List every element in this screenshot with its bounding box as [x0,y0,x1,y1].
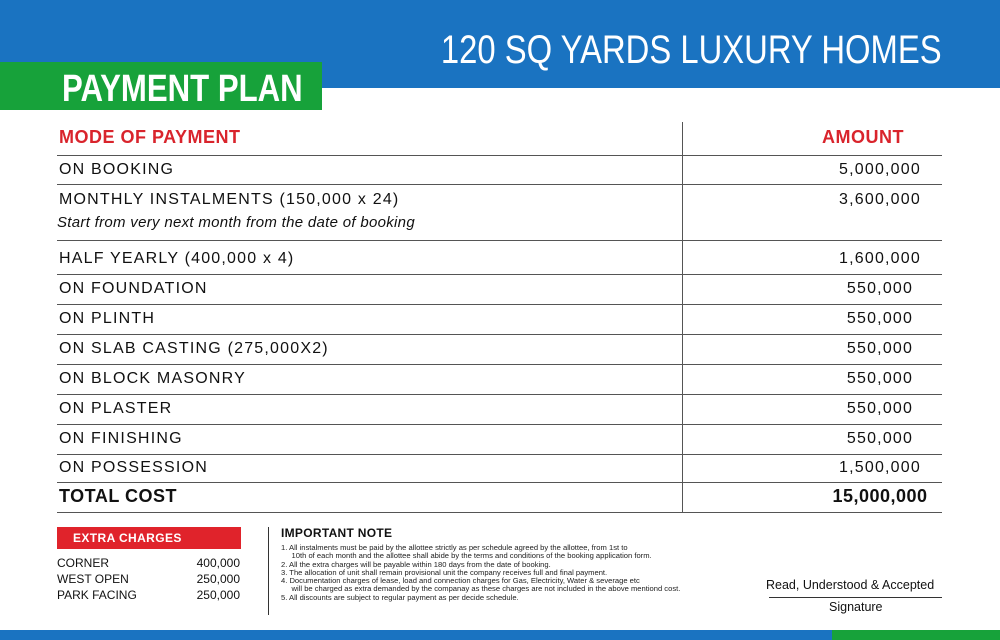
notes-divider [268,527,269,615]
subtitle: PAYMENT PLAN [62,68,303,110]
column-divider [682,122,683,512]
row-amount: 550,000 [846,430,914,447]
table-row: ON PLASTER 550,000 [57,394,942,425]
column-header-mode: MODE OF PAYMENT [59,127,241,147]
column-header-amount: AMOUNT [822,127,904,147]
signature-line [769,597,942,598]
note-line: 5. All discounts are subject to regular … [281,592,519,602]
table-row: ON FINISHING 550,000 [57,424,942,455]
note-line: 4. Documentation charges of lease, load … [281,576,640,586]
row-mode: ON PLASTER [59,400,173,417]
total-amount: 15,000,000 [832,486,928,506]
table-row: ON PLINTH 550,000 [57,304,942,335]
table-row: MONTHLY INSTALMENTS (150,000 x 24) Start… [57,184,942,241]
row-amount: 1,500,000 [839,459,921,476]
table-row: ON FOUNDATION 550,000 [57,274,942,305]
table-row: ON BOOKING 5,000,000 [57,155,942,185]
row-amount: 550,000 [846,400,914,417]
row-mode: ON FOUNDATION [59,280,208,297]
table-row: ON BLOCK MASONRY 550,000 [57,364,942,395]
footer-accent [832,630,1000,640]
extra-charges-title: EXTRA CHARGES [57,527,241,549]
footer-bar [0,630,1000,640]
page-title: 120 SQ YARDS LUXURY HOMES [441,28,942,72]
row-amount: 3,600,000 [839,191,921,208]
note-line: 3. The allocation of unit shall remain p… [281,567,608,577]
extra-charge-value: 250,000 [196,588,240,602]
row-amount: 550,000 [846,340,914,357]
row-amount: 550,000 [846,280,914,297]
row-amount: 5,000,000 [839,161,921,178]
signature-label: Signature [829,600,883,614]
extra-charge-value: 250,000 [196,572,240,586]
table-header-row: MODE OF PAYMENT AMOUNT [57,122,942,156]
extra-charge-name: CORNER [57,556,110,570]
row-amount: 1,600,000 [839,250,921,267]
notes-title: IMPORTANT NOTE [281,526,393,540]
total-row: TOTAL COST 15,000,000 [57,482,942,513]
extra-charge-name: PARK FACING [57,588,137,602]
note-line: will be charged as extra demanded by the… [281,584,681,594]
note-line: 10th of each month and the allottee shal… [281,551,652,561]
extra-charge-name: WEST OPEN [57,572,129,586]
row-mode: HALF YEARLY (400,000 x 4) [59,250,295,267]
acknowledgement-text: Read, Understood & Accepted [766,578,935,592]
row-note: Start from very next month from the date… [57,214,415,231]
table-row: ON POSSESSION 1,500,000 [57,454,942,483]
row-amount: 550,000 [846,310,914,327]
extra-charge-value: 400,000 [196,556,240,570]
row-mode: ON PLINTH [59,310,156,327]
note-line: 2. All the extra charges will be payable… [281,559,551,569]
subtitle-banner [0,62,322,110]
row-amount: 550,000 [846,370,914,387]
row-mode: ON BOOKING [59,161,175,178]
total-label: TOTAL COST [59,486,178,506]
row-mode: ON BLOCK MASONRY [59,370,246,387]
notes-list: 1. All instalments must be paid by the a… [281,543,756,602]
table-row: ON SLAB CASTING (275,000X2) 550,000 [57,334,942,365]
table-row: HALF YEARLY (400,000 x 4) 1,600,000 [57,240,942,275]
row-mode: ON POSSESSION [59,459,208,476]
row-mode: ON SLAB CASTING (275,000X2) [59,340,329,357]
row-mode: MONTHLY INSTALMENTS (150,000 x 24) [59,191,400,208]
row-mode: ON FINISHING [59,430,183,447]
note-line: 1. All instalments must be paid by the a… [281,543,628,552]
